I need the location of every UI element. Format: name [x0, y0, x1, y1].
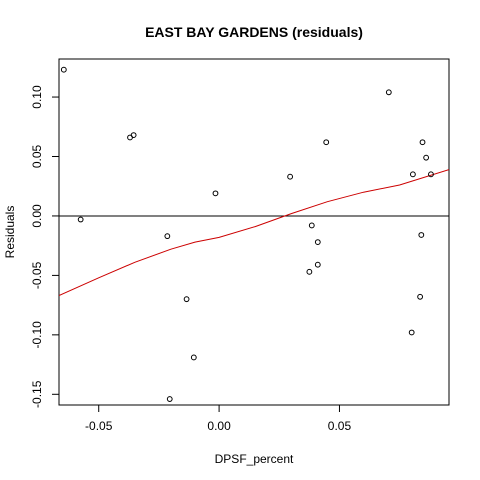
data-point: [419, 139, 426, 146]
y-tick-label: 0.00: [30, 204, 44, 228]
y-tick-label: -0.05: [30, 261, 44, 289]
data-point: [418, 232, 425, 238]
data-point: [77, 216, 84, 223]
plot-layer: -0.05 0.00 0.05 -0.15 -0.10 -0.05 0.00 0.05 0.10: [30, 58, 450, 433]
data-point: [212, 190, 219, 197]
y-tick-label: -0.15: [30, 380, 44, 408]
data-point: [164, 233, 171, 240]
y-tick-label: 0.05: [30, 144, 44, 168]
data-point: [60, 66, 67, 73]
data-point: [287, 173, 294, 180]
chart-title: EAST BAY GARDENS (residuals): [145, 24, 363, 40]
data-point: [423, 154, 430, 161]
smooth-trend-line: [59, 169, 449, 297]
plot-frame: [58, 58, 450, 406]
data-point: [409, 171, 416, 178]
data-point: [308, 222, 315, 229]
y-axis-title: Residuals: [3, 206, 17, 259]
data-point: [428, 171, 434, 178]
data-point: [408, 329, 415, 336]
data-point: [323, 139, 330, 146]
data-point: [166, 396, 173, 402]
data-point: [306, 268, 313, 275]
data-point: [314, 239, 321, 246]
x-tick-label: 0.00: [207, 419, 231, 433]
data-point: [417, 293, 424, 300]
y-tick-label: -0.10: [30, 321, 44, 349]
x-tick-label: -0.05: [85, 419, 113, 433]
x-tick-label: 0.05: [328, 419, 352, 433]
data-point: [130, 132, 137, 138]
data-point: [190, 354, 197, 361]
x-axis-title: DPSF_percent: [215, 452, 294, 466]
data-point: [183, 296, 190, 303]
y-tick-label: 0.10: [30, 85, 44, 109]
data-point: [385, 89, 392, 96]
data-point: [314, 261, 321, 268]
